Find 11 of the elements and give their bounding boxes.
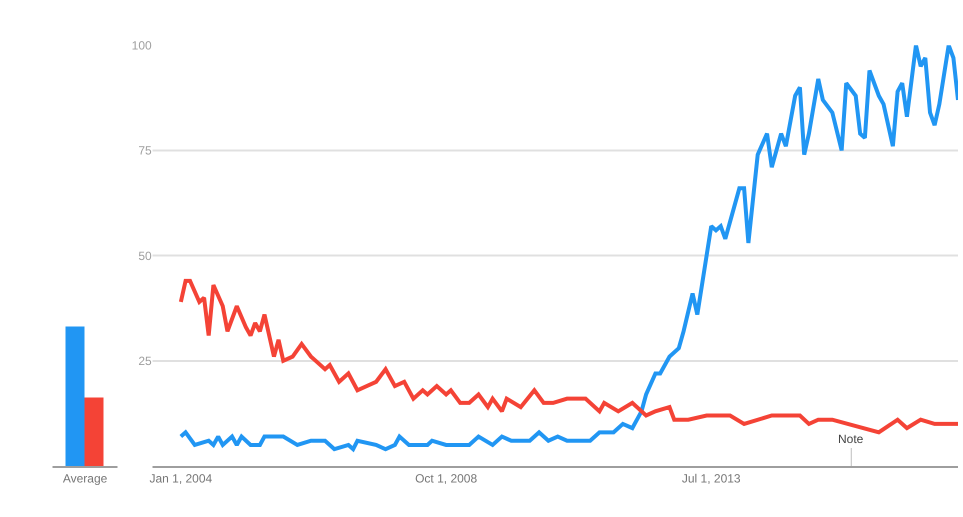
annotation: Note <box>838 432 864 446</box>
y-tick-label: 75 <box>138 144 152 158</box>
y-tick-label: 25 <box>138 354 152 368</box>
x-tick-label: Average <box>62 471 108 486</box>
y-tick-label: 100 <box>132 38 152 52</box>
x-tick-label: Jan 1, 2004 <box>149 471 213 486</box>
line-series <box>178 278 958 434</box>
x-tick-label: Jul 1, 2013 <box>682 471 741 486</box>
x-tick-label: Oct 1, 2008 <box>415 471 478 486</box>
y-tick-label: 50 <box>138 248 152 263</box>
line-series <box>178 45 958 452</box>
